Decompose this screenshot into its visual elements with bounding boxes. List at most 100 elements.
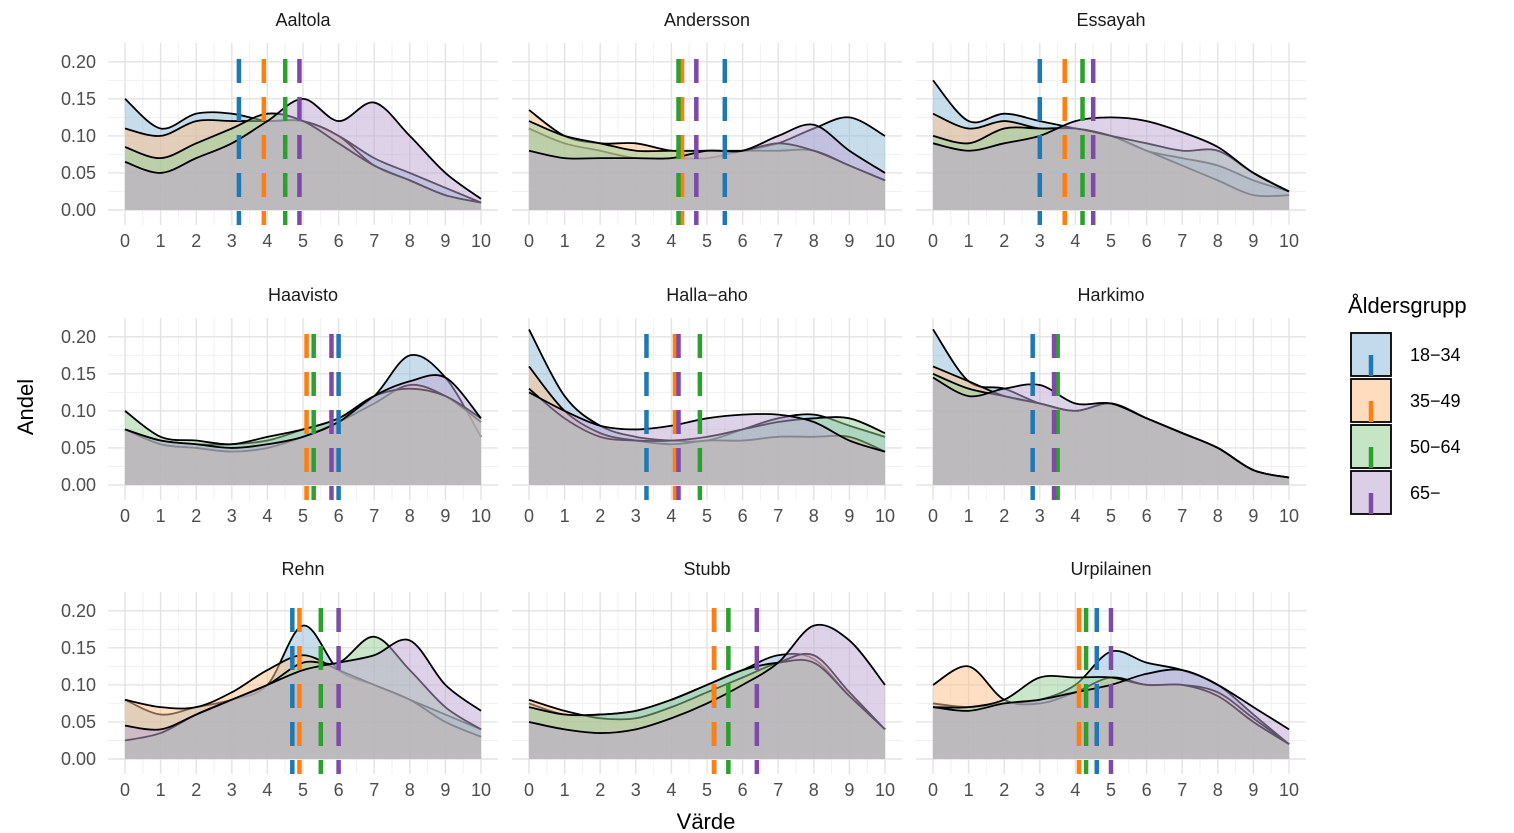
x-tick-label: 3 (1035, 231, 1045, 251)
x-tick-label: 2 (191, 231, 201, 251)
x-tick-label: 1 (964, 506, 974, 526)
density-line (932, 376, 1290, 479)
legend-label: 50−64 (1410, 437, 1461, 457)
density-line (528, 623, 886, 734)
x-tick-label: 9 (440, 506, 450, 526)
density-area (125, 639, 481, 759)
y-tick-label: 0.20 (61, 601, 96, 621)
density-line (124, 638, 482, 731)
x-tick-label: 2 (999, 231, 1009, 251)
x-tick-label: 2 (595, 780, 605, 800)
x-tick-label: 10 (875, 506, 895, 526)
y-tick-label: 0.10 (61, 401, 96, 421)
y-tick-label: 0.00 (61, 749, 96, 769)
x-tick-label: 1 (560, 231, 570, 251)
x-tick-label: 9 (1248, 780, 1258, 800)
x-tick-label: 1 (964, 780, 974, 800)
density-area (529, 392, 885, 485)
x-tick-label: 0 (524, 231, 534, 251)
x-tick-label: 7 (369, 780, 379, 800)
x-tick-label: 0 (928, 506, 938, 526)
x-tick-label: 4 (262, 231, 272, 251)
x-tick-label: 3 (227, 780, 237, 800)
facet-title: Stubb (683, 559, 730, 579)
x-tick-label: 5 (1106, 506, 1116, 526)
x-tick-label: 6 (738, 231, 748, 251)
x-tick-label: 8 (809, 780, 819, 800)
y-tick-label: 0.20 (61, 327, 96, 347)
y-tick-label: 0.10 (61, 675, 96, 695)
facet-panel: Harkimo 0 1 2 3 4 5 6 7 8 9 10 (916, 285, 1306, 526)
x-tick-label: 2 (191, 780, 201, 800)
x-tick-label: 3 (631, 506, 641, 526)
x-tick-label: 1 (964, 231, 974, 251)
facet-panel: Aaltola 0 1 2 3 4 5 6 7 8 9 10 0.00 0.05 0.10 0.15 0.20 (61, 10, 498, 251)
x-tick-label: 2 (191, 506, 201, 526)
x-tick-label: 10 (471, 506, 491, 526)
x-tick-label: 9 (440, 780, 450, 800)
x-tick-label: 6 (334, 780, 344, 800)
x-tick-label: 4 (262, 506, 272, 526)
x-tick-label: 8 (1213, 506, 1223, 526)
x-tick-label: 5 (1106, 780, 1116, 800)
x-tick-label: 1 (156, 231, 166, 251)
density-line (932, 116, 1290, 193)
facet-panel: Urpilainen 0 1 2 3 4 5 6 7 8 9 10 (916, 559, 1306, 800)
density-line (528, 391, 886, 453)
x-tick-label: 7 (773, 231, 783, 251)
x-tick-label: 5 (298, 506, 308, 526)
legend: Åldersgrupp 18−34 35−49 50−64 65− (1348, 293, 1467, 515)
density-line (528, 123, 886, 174)
facet-title: Aaltola (275, 10, 331, 30)
x-tick-label: 9 (844, 231, 854, 251)
legend-item: 18−34 (1350, 332, 1461, 377)
x-tick-label: 8 (405, 506, 415, 526)
x-tick-label: 5 (702, 231, 712, 251)
facet-panel: Stubb 0 1 2 3 4 5 6 7 8 9 10 (512, 559, 902, 800)
x-tick-label: 7 (1177, 780, 1187, 800)
facet-panel: Rehn 0 1 2 3 4 5 6 7 8 9 10 0.00 0.05 0.10 0.15 0.20 (61, 559, 498, 800)
x-tick-label: 5 (298, 780, 308, 800)
x-tick-label: 7 (773, 780, 783, 800)
y-tick-label: 0.10 (61, 126, 96, 146)
x-tick-label: 3 (227, 506, 237, 526)
density-area (125, 375, 481, 485)
x-tick-label: 7 (369, 506, 379, 526)
x-tick-label: 6 (334, 231, 344, 251)
x-tick-label: 8 (809, 231, 819, 251)
x-tick-label: 3 (1035, 780, 1045, 800)
y-tick-label: 0.20 (61, 52, 96, 72)
density-area (125, 98, 481, 210)
density-area (933, 669, 1289, 759)
x-tick-label: 1 (156, 780, 166, 800)
facet-title: Harkimo (1077, 285, 1144, 305)
facet-panel: Essayah 0 1 2 3 4 5 6 7 8 9 10 (916, 10, 1306, 251)
facet-title: Andersson (664, 10, 750, 30)
x-tick-label: 2 (595, 506, 605, 526)
y-tick-label: 0.15 (61, 89, 96, 109)
x-tick-label: 6 (738, 506, 748, 526)
x-tick-label: 6 (738, 780, 748, 800)
x-tick-label: 3 (631, 231, 641, 251)
x-tick-label: 9 (440, 231, 450, 251)
x-tick-label: 0 (524, 506, 534, 526)
density-area (529, 624, 885, 759)
x-tick-label: 3 (1035, 506, 1045, 526)
x-tick-label: 0 (120, 780, 130, 800)
x-tick-label: 10 (1279, 780, 1299, 800)
x-tick-label: 10 (1279, 231, 1299, 251)
x-tick-label: 4 (666, 231, 676, 251)
x-tick-label: 7 (1177, 506, 1187, 526)
y-tick-label: 0.00 (61, 200, 96, 220)
x-tick-label: 10 (875, 231, 895, 251)
x-tick-label: 4 (1070, 780, 1080, 800)
density-area (529, 124, 885, 210)
x-tick-label: 4 (1070, 506, 1080, 526)
x-tick-label: 9 (844, 780, 854, 800)
x-tick-label: 8 (1213, 780, 1223, 800)
x-tick-label: 9 (844, 506, 854, 526)
legend-label: 35−49 (1410, 391, 1461, 411)
x-tick-label: 7 (1177, 231, 1187, 251)
x-tick-label: 0 (928, 780, 938, 800)
